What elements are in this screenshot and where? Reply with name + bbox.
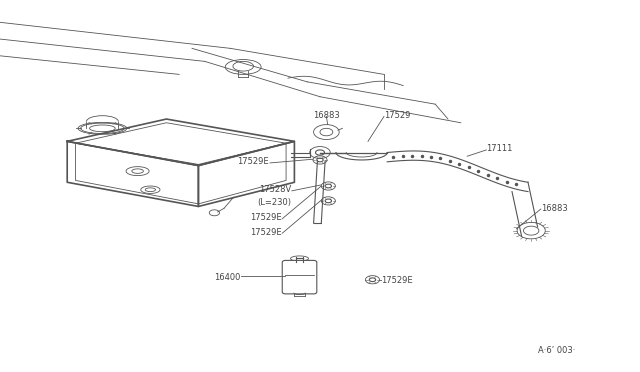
Text: 17111: 17111 xyxy=(486,144,513,153)
Text: 16400: 16400 xyxy=(214,273,240,282)
Text: 17529E: 17529E xyxy=(250,228,282,237)
Text: 17529E: 17529E xyxy=(250,213,282,222)
Text: 16883: 16883 xyxy=(313,111,340,120)
FancyBboxPatch shape xyxy=(282,260,317,294)
Text: 17529E: 17529E xyxy=(381,276,412,285)
Text: 17529: 17529 xyxy=(384,111,410,120)
Text: 17529E: 17529E xyxy=(237,157,269,166)
Text: 17528V: 17528V xyxy=(259,185,291,194)
Text: (L=230): (L=230) xyxy=(257,198,291,207)
Text: A·6’ 003·: A·6’ 003· xyxy=(538,346,575,355)
Text: 16883: 16883 xyxy=(541,204,568,213)
